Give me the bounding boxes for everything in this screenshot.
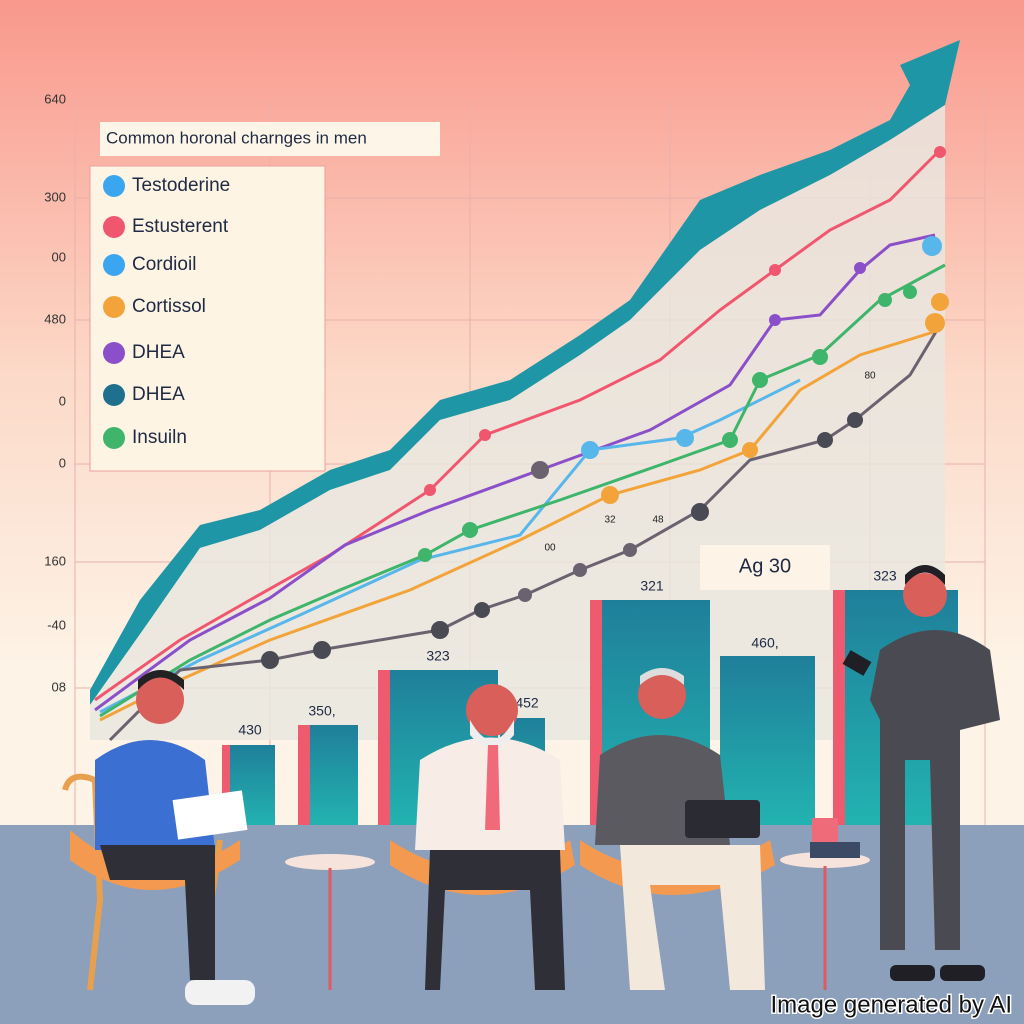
bar-label: 430 (238, 722, 262, 738)
y-axis-label: 480 (44, 311, 66, 326)
bar-label: 323 (873, 568, 897, 584)
bar-label: 460, (751, 635, 778, 651)
point-label: 32 (604, 515, 616, 526)
legend-swatch (103, 384, 125, 406)
point-label: 80 (864, 371, 876, 382)
callout: Ag 30 (739, 555, 791, 577)
tables (285, 818, 870, 990)
legend-label: Insuiln (132, 427, 187, 448)
series-points (261, 146, 949, 669)
legend-label: DHEA (132, 342, 185, 363)
title-box (100, 122, 440, 156)
bar-label: 452 (515, 695, 539, 711)
bar-label: 350, (308, 703, 335, 719)
legend-label: Estusterent (132, 216, 229, 237)
people (62, 565, 1000, 1005)
legend-swatch (103, 342, 125, 364)
watermark: Image generated by AI (771, 991, 1013, 1018)
y-axis-label: 0 (59, 393, 66, 408)
y-axis-label: 08 (52, 679, 66, 694)
chart-title: Common horonal charnges in men (106, 128, 367, 147)
legend-swatch (103, 296, 125, 318)
bar-label: 323 (426, 648, 450, 664)
y-axis-label: -40 (47, 617, 66, 632)
y-axis-label: 300 (44, 189, 66, 204)
legend-label: Cortissol (132, 296, 206, 317)
legend-swatch (103, 175, 125, 197)
legend-swatch (103, 427, 125, 449)
y-axis-label: 640 (44, 91, 66, 106)
legend-label: Cordioil (132, 254, 196, 275)
bar-label: 321 (640, 578, 664, 594)
point-label: 48 (652, 515, 664, 526)
legend-label: DHEA (132, 384, 185, 405)
callout-box (700, 545, 830, 590)
y-axis-label: 00 (52, 249, 66, 264)
y-axis-label: 0 (59, 455, 66, 470)
legend-box (89, 165, 326, 472)
legend-swatch (103, 216, 125, 238)
legend-label: Testoderine (132, 175, 230, 196)
trend-ribbon (90, 40, 960, 705)
point-label: 00 (544, 543, 556, 554)
legend-swatch (103, 254, 125, 276)
y-axis-label: 160 (44, 553, 66, 568)
